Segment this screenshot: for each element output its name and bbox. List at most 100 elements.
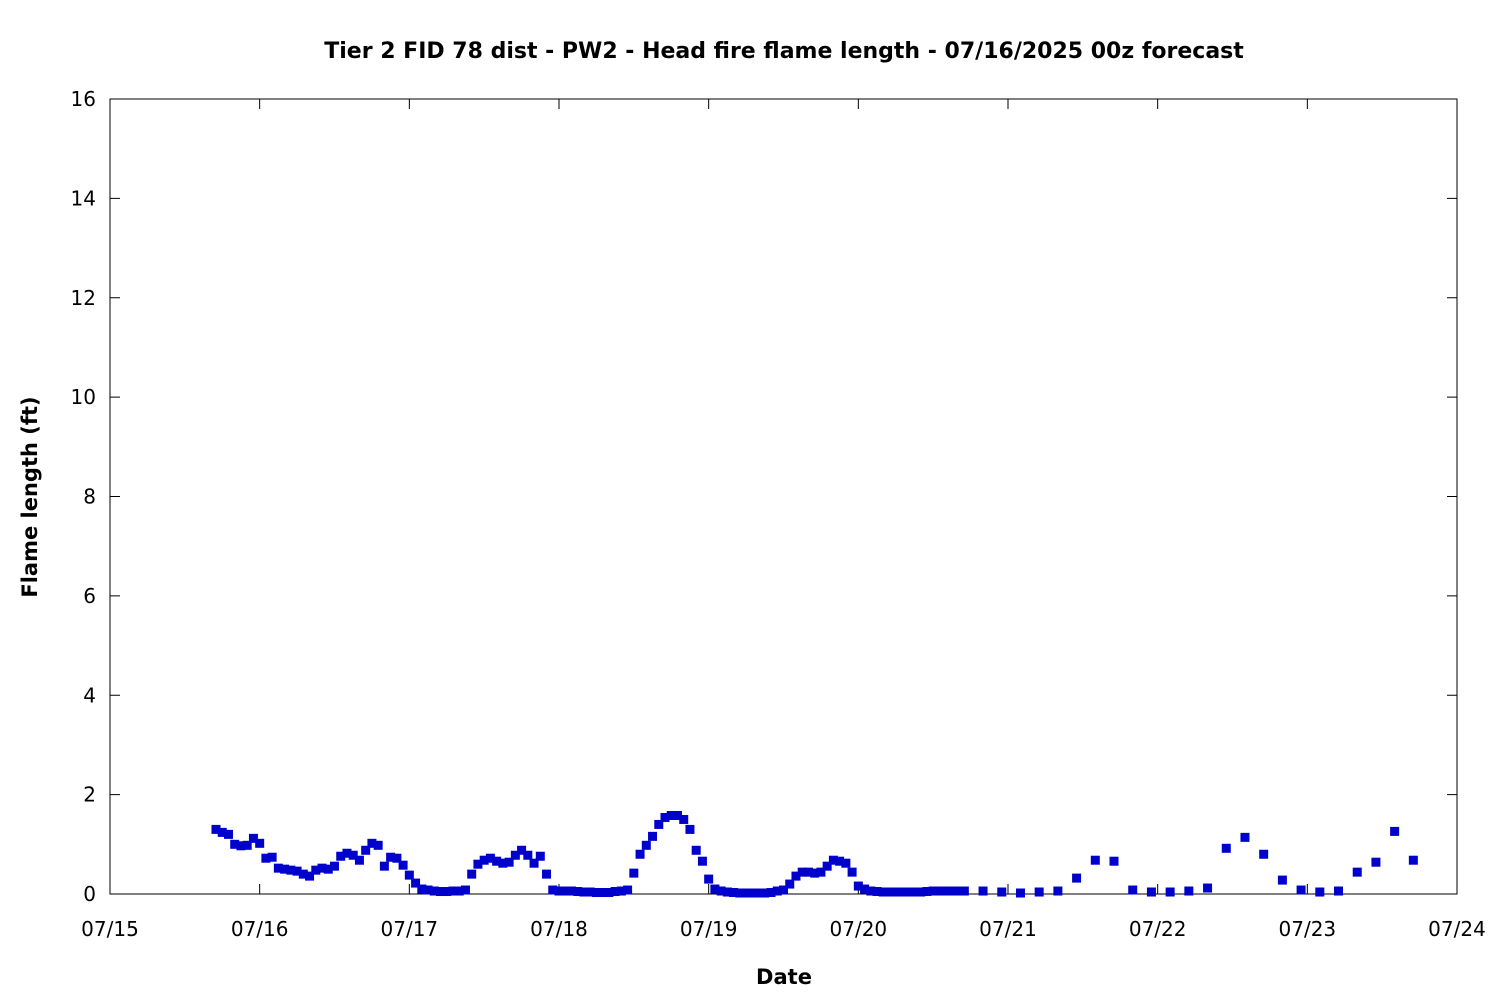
data-point	[679, 814, 689, 824]
data-point	[267, 852, 277, 862]
y-tick-label: 10	[71, 385, 96, 409]
x-tick-label: 07/19	[680, 917, 738, 941]
y-tick-label: 16	[71, 87, 96, 111]
y-tick-label: 0	[83, 882, 96, 906]
data-point	[1408, 855, 1418, 865]
data-point	[373, 840, 383, 850]
data-point	[460, 885, 470, 895]
data-point	[685, 824, 695, 834]
x-tick-label: 07/24	[1428, 917, 1486, 941]
data-point	[816, 867, 826, 877]
data-point	[504, 857, 514, 867]
y-axis: 0 2 4 6 8 10 12 14 16	[71, 87, 1457, 906]
data-point	[1390, 826, 1400, 836]
data-point	[691, 845, 701, 855]
data-point	[223, 829, 233, 839]
x-axis: 07/15 07/16 07/17 07/18 07/19 07/20 07/21 07/22…	[81, 99, 1486, 941]
data-point	[704, 874, 714, 884]
data-point	[423, 885, 433, 895]
x-tick-label: 07/18	[530, 917, 588, 941]
data-point	[1240, 832, 1250, 842]
data-point	[629, 868, 639, 878]
data-point	[791, 871, 801, 881]
data-point	[361, 845, 371, 855]
data-point	[354, 855, 364, 865]
data-point	[641, 840, 651, 850]
data-point	[323, 864, 333, 874]
data-point	[697, 856, 707, 866]
data-point	[529, 858, 539, 868]
data-point	[417, 884, 427, 894]
data-point	[523, 850, 533, 860]
data-point	[230, 839, 240, 849]
x-tick-label: 07/20	[830, 917, 888, 941]
data-point	[579, 887, 589, 897]
data-point	[1277, 875, 1287, 885]
y-tick-label: 8	[83, 485, 96, 509]
data-point	[997, 887, 1007, 897]
data-point	[828, 855, 838, 865]
y-tick-label: 4	[83, 683, 96, 707]
data-point	[585, 887, 595, 897]
data-point	[941, 886, 951, 896]
data-point	[510, 850, 520, 860]
data-point	[729, 888, 739, 898]
data-point	[492, 856, 502, 866]
plot-area-border	[109, 98, 1458, 895]
data-point	[342, 848, 352, 858]
data-point	[891, 887, 901, 897]
data-point	[847, 867, 857, 877]
data-point	[467, 869, 477, 879]
data-point	[473, 859, 483, 869]
data-point	[566, 886, 576, 896]
x-tick-label: 07/17	[381, 917, 439, 941]
data-point	[779, 885, 788, 895]
data-point	[1184, 886, 1194, 896]
data-point	[978, 886, 988, 896]
data-point	[261, 853, 271, 863]
y-tick-label: 2	[83, 783, 96, 807]
data-point	[610, 887, 620, 897]
data-point	[280, 864, 290, 874]
data-point	[348, 850, 358, 860]
data-point	[947, 886, 957, 896]
data-point	[616, 886, 626, 896]
data-point	[411, 878, 421, 888]
data-point	[1334, 886, 1344, 896]
data-point	[298, 869, 308, 879]
data-point	[386, 852, 396, 862]
data-point	[754, 888, 764, 898]
data-series	[211, 810, 1418, 898]
data-point	[479, 855, 489, 865]
data-point	[1053, 886, 1063, 896]
data-point	[598, 888, 608, 898]
data-point	[660, 812, 670, 822]
data-point	[860, 884, 870, 894]
data-point	[398, 860, 408, 870]
data-point	[542, 869, 552, 879]
data-point	[448, 886, 458, 896]
data-point	[560, 886, 570, 896]
data-point	[436, 887, 446, 897]
data-point	[1221, 843, 1231, 853]
data-point	[392, 853, 402, 863]
data-point	[292, 866, 302, 876]
data-point	[1371, 857, 1381, 867]
chart-title: Tier 2 FID 78 dist - PW2 - Head fire fla…	[324, 39, 1244, 64]
data-point	[716, 886, 726, 896]
data-point	[1146, 887, 1156, 897]
data-point	[242, 840, 252, 850]
data-point	[248, 833, 258, 843]
data-point	[785, 879, 795, 889]
data-point	[367, 838, 377, 848]
data-point	[928, 886, 938, 896]
data-point	[635, 849, 645, 859]
data-point	[878, 887, 888, 897]
data-point	[1296, 885, 1306, 895]
data-point	[330, 861, 339, 871]
data-point	[766, 888, 776, 898]
x-tick-label: 07/22	[1129, 917, 1187, 941]
data-point	[648, 831, 658, 841]
data-point	[286, 865, 296, 875]
